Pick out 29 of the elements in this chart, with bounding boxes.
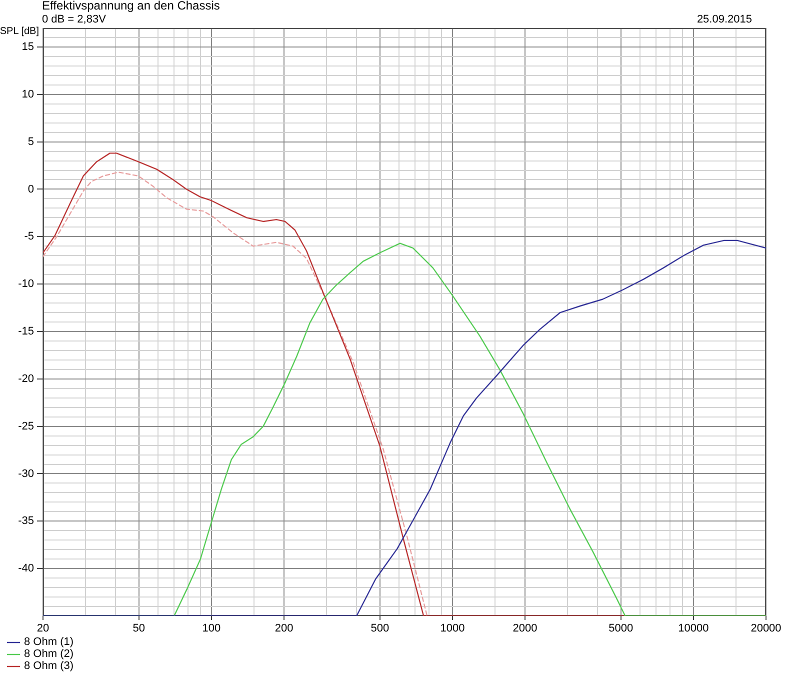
y-tick-label: -5	[24, 230, 34, 243]
y-tick-label: -10	[18, 278, 34, 290]
y-axis-title: SPL [dB]	[0, 26, 40, 37]
x-tick-label: 20000	[750, 622, 782, 635]
x-tick-label: 200	[274, 622, 294, 635]
y-tick-label: -35	[18, 515, 34, 528]
x-tick-label: 50	[132, 622, 146, 635]
x-tick-label: 100	[202, 622, 221, 635]
y-tick-label: 10	[22, 88, 34, 100]
y-tick-label: 15	[22, 41, 34, 53]
x-tick-label: 5000	[608, 622, 634, 635]
legend-label: 8 Ohm (3)	[24, 660, 74, 672]
x-tick-label: 500	[370, 622, 390, 635]
legend-label: 8 Ohm (2)	[24, 648, 74, 660]
chart-title: Effektivspannung an den Chassis	[42, 0, 220, 12]
y-tick-label: -40	[18, 562, 34, 575]
y-tick-label: 5	[28, 136, 34, 148]
y-tick-label: -25	[18, 420, 34, 432]
x-tick-label: 20	[36, 622, 50, 635]
y-tick-label: -20	[18, 372, 34, 385]
x-tick-label: 1000	[440, 622, 465, 635]
x-tick-label: 10000	[678, 622, 709, 635]
y-tick-label: -15	[18, 326, 34, 338]
y-tick-label: -30	[18, 468, 34, 480]
text: 25.09.2015	[696, 14, 752, 26]
chart-subtitle: 0 dB = 2,83V	[42, 14, 107, 26]
legend-label: 8 Ohm (1)	[24, 636, 74, 648]
x-tick-label: 2000	[512, 622, 538, 635]
y-tick-label: 0	[28, 183, 34, 196]
